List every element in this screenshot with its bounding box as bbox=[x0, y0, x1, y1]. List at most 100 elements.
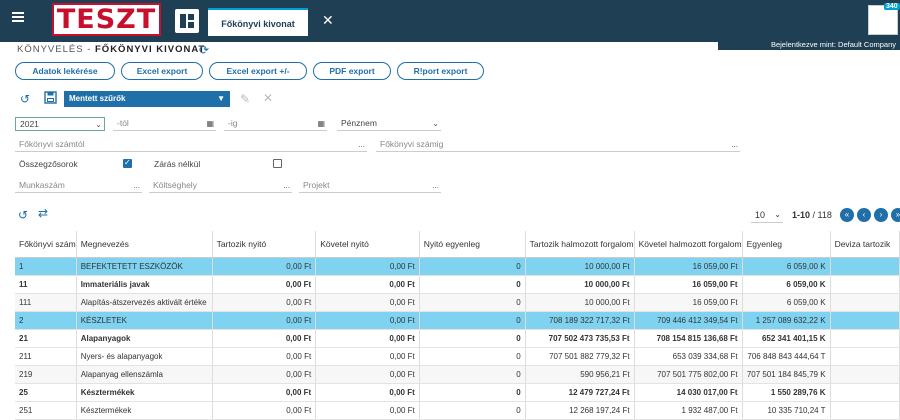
currency-select[interactable]: Pénznem ⌄ bbox=[337, 117, 441, 131]
account-to-input[interactable]: Főkönyvi számig ... bbox=[376, 138, 740, 152]
table-cell: 0 bbox=[419, 275, 526, 294]
table-cell: 0,00 Ft bbox=[212, 383, 317, 402]
next-page-icon[interactable]: › bbox=[874, 208, 888, 222]
work-number-input[interactable]: Munkaszám ... bbox=[15, 179, 142, 193]
reset-filter-icon[interactable]: ↺ bbox=[20, 92, 31, 106]
lookup-button[interactable]: ... bbox=[432, 181, 439, 190]
table-cell: 0,00 Ft bbox=[315, 275, 420, 294]
avatar[interactable] bbox=[868, 5, 898, 35]
column-header[interactable]: Tartozik nyitó bbox=[212, 231, 317, 258]
table-cell bbox=[830, 275, 900, 294]
table-cell bbox=[830, 293, 900, 312]
calendar-icon[interactable]: ▦ bbox=[206, 119, 214, 128]
column-header[interactable]: Követel halmozott forgalom bbox=[634, 231, 743, 258]
saved-filters-label: Mentett szűrők bbox=[69, 94, 126, 103]
column-header[interactable]: Egyenleg bbox=[742, 231, 831, 258]
no-closing-checkbox[interactable] bbox=[273, 159, 282, 168]
saved-filters-select[interactable]: Mentett szűrők ▼ bbox=[64, 91, 230, 107]
logo[interactable]: TESZT bbox=[52, 3, 161, 36]
account-from-input[interactable]: Főkönyvi számtól ... bbox=[15, 138, 367, 152]
table-cell: 111 bbox=[15, 293, 77, 312]
table-cell: 707 501 775 802,00 Ft bbox=[634, 365, 743, 384]
edit-icon[interactable]: ✎ bbox=[240, 92, 251, 106]
column-header[interactable]: Tartozik halmozott forgalom bbox=[525, 231, 635, 258]
table-cell: 0,00 Ft bbox=[315, 311, 420, 330]
pager-info: 1-10 / 118 bbox=[792, 210, 832, 220]
project-input[interactable]: Projekt ... bbox=[299, 179, 441, 193]
table-cell: Immateriális javak bbox=[76, 275, 213, 294]
table-cell: 1 257 089 632,22 K bbox=[742, 311, 831, 330]
table-cell bbox=[830, 311, 900, 330]
column-header[interactable]: Nyitó egyenleg bbox=[419, 231, 526, 258]
table-cell: 0 bbox=[419, 329, 526, 348]
table-cell: 0,00 Ft bbox=[212, 275, 317, 294]
close-tab-icon[interactable]: ✕ bbox=[322, 12, 334, 28]
pdf-export-button[interactable]: PDF export bbox=[313, 62, 391, 80]
table-cell: 708 154 815 136,68 Ft bbox=[634, 329, 743, 348]
date-from-input[interactable]: -tól ▦ bbox=[113, 117, 216, 131]
table-cell: Késztermékek bbox=[76, 401, 213, 420]
table-cell: 0 bbox=[419, 365, 526, 384]
table-row[interactable]: 2 KÉSZLETEK 0,00 Ft 0,00 Ft 0 708 189 322 717… bbox=[15, 311, 900, 330]
table-row[interactable]: 21 Alapanyagok 0,00 Ft 0,00 Ft 0 707 502 473 … bbox=[15, 329, 900, 348]
table-row[interactable]: 11 Immateriális javak 0,00 Ft 0,00 Ft 0 10 00… bbox=[15, 275, 900, 294]
table-cell: 0,00 Ft bbox=[212, 347, 317, 366]
table-cell: 0,00 Ft bbox=[315, 383, 420, 402]
swap-icon[interactable]: ⇄ bbox=[38, 206, 49, 220]
excel-export-button[interactable]: Excel export bbox=[121, 62, 203, 80]
chevron-down-icon: ⌄ bbox=[774, 210, 781, 219]
table-cell: 1 550 289,76 K bbox=[742, 383, 831, 402]
lookup-button[interactable]: ... bbox=[731, 140, 738, 149]
column-header[interactable]: Deviza tartozik bbox=[830, 231, 900, 258]
year-select[interactable]: 2021 ⌄ bbox=[15, 117, 105, 131]
reset-columns-icon[interactable]: ↺ bbox=[18, 208, 29, 222]
table-row[interactable]: 111 Alapítás-átszervezés aktivált értéke 0… bbox=[15, 293, 900, 312]
table-row[interactable]: 1 BEFEKTETETT ESZKÖZÖK 0,00 Ft 0,00 Ft 0 10 0… bbox=[15, 257, 900, 276]
delete-icon[interactable]: ✕ bbox=[263, 91, 274, 105]
column-header[interactable]: Megnevezés bbox=[76, 231, 213, 258]
first-page-icon[interactable]: « bbox=[840, 208, 854, 222]
notification-badge: 340 bbox=[884, 3, 900, 10]
table-cell: 251 bbox=[15, 401, 77, 420]
page-title: FŐKÖNYVI KIVONAT bbox=[95, 44, 206, 55]
riport-export-button[interactable]: R!port export bbox=[397, 62, 484, 80]
table-cell: 0,00 Ft bbox=[315, 347, 420, 366]
refresh-icon[interactable]: ⟳ bbox=[199, 43, 210, 57]
subtotals-label: Összegzősorok bbox=[19, 159, 78, 169]
calendar-icon[interactable]: ▦ bbox=[317, 119, 325, 128]
cost-center-input[interactable]: Költséghely ... bbox=[149, 179, 292, 193]
table-row[interactable]: 251 Késztermékek 0,00 Ft 0,00 Ft 0 12 268 197… bbox=[15, 401, 900, 420]
tab-fokonyvi-kivonat[interactable]: Főkönyvi kivonat bbox=[208, 8, 308, 36]
table-cell: 6 059,00 K bbox=[742, 293, 831, 312]
date-to-placeholder: -ig bbox=[228, 118, 238, 128]
table-cell: 0,00 Ft bbox=[212, 293, 317, 312]
lookup-button[interactable]: ... bbox=[133, 181, 140, 190]
lookup-button[interactable]: ... bbox=[283, 181, 290, 190]
table-cell: 10 000,00 Ft bbox=[525, 293, 635, 312]
save-icon[interactable] bbox=[44, 91, 57, 107]
table-row[interactable]: 211 Nyers- és alapanyagok 0,00 Ft 0,00 Ft 0 7… bbox=[15, 347, 900, 366]
date-to-input[interactable]: -ig ▦ bbox=[224, 117, 327, 131]
dashboard-icon[interactable] bbox=[175, 9, 199, 33]
last-page-icon[interactable]: » bbox=[891, 208, 900, 222]
subtotals-checkbox[interactable] bbox=[123, 158, 132, 168]
fetch-data-button[interactable]: Adatok lekérése bbox=[15, 62, 115, 80]
page-size-select[interactable]: 10 ⌄ bbox=[751, 208, 783, 223]
table-cell: 16 059,00 Ft bbox=[634, 275, 743, 294]
table-cell: 1 bbox=[15, 257, 77, 276]
menu-icon[interactable] bbox=[12, 12, 24, 22]
table-row[interactable]: 219 Alapanyag ellenszámla 0,00 Ft 0,00 Ft 0 5… bbox=[15, 365, 900, 384]
prev-page-icon[interactable]: ‹ bbox=[857, 208, 871, 222]
lookup-button[interactable]: ... bbox=[358, 140, 365, 149]
table-row[interactable]: 25 Késztermékek 0,00 Ft 0,00 Ft 0 12 479 727,… bbox=[15, 383, 900, 402]
table-cell bbox=[830, 347, 900, 366]
column-header[interactable]: Követel nyitó bbox=[315, 231, 420, 258]
project-placeholder: Projekt bbox=[303, 180, 330, 190]
column-header[interactable]: Főkönyvi szám bbox=[15, 231, 77, 258]
work-number-placeholder: Munkaszám bbox=[19, 180, 65, 190]
excel-export-pm-button[interactable]: Excel export +/- bbox=[209, 62, 307, 80]
breadcrumb-parent[interactable]: KÖNYVELÉS - bbox=[17, 44, 92, 55]
cost-center-placeholder: Költséghely bbox=[153, 180, 197, 190]
pager-range: 1-10 bbox=[792, 210, 811, 220]
table-cell: 0,00 Ft bbox=[315, 401, 420, 420]
